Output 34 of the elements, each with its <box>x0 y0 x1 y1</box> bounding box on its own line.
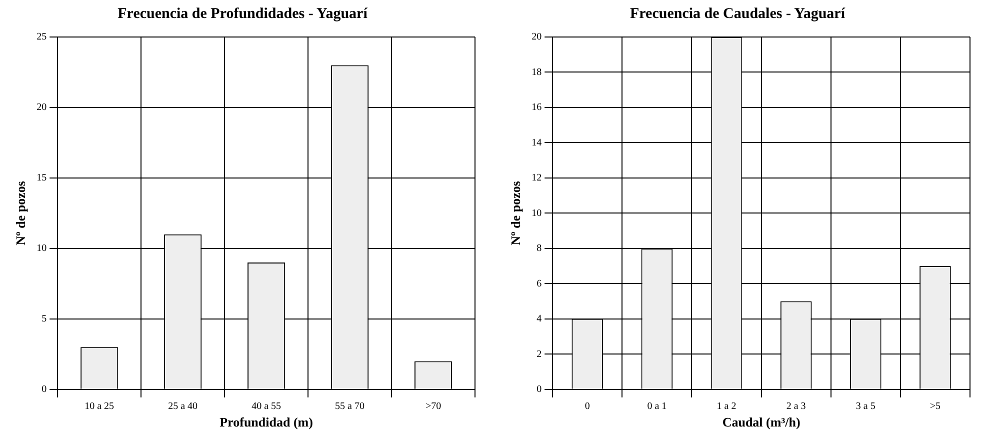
x-tick-label: 1 a 2 <box>716 401 736 412</box>
y-axis-title: Nº de pozos <box>508 181 524 246</box>
x-axis-title: Profundidad (m) <box>220 414 313 430</box>
y-tick-label: 16 <box>532 102 542 114</box>
x-tick-label: 0 <box>584 401 590 412</box>
y-tick-label: 10 <box>532 208 542 219</box>
y-tick-label: 20 <box>532 32 542 43</box>
y-tick-label: 5 <box>42 314 47 325</box>
x-tick-label: 3 a 5 <box>856 401 876 412</box>
y-tick-label: 6 <box>536 278 542 290</box>
y-tick-label: 4 <box>536 314 542 325</box>
y-tick-label: 10 <box>36 243 47 254</box>
y-tick-label: 0 <box>42 384 47 396</box>
x-tick-label: >70 <box>425 401 442 412</box>
y-tick-label: 20 <box>36 102 47 114</box>
x-tick-label: 10 a 25 <box>84 401 114 412</box>
y-tick-label: 15 <box>36 172 47 184</box>
x-axis-title: Caudal (m³/h) <box>722 414 800 430</box>
y-tick-label: 18 <box>532 66 542 78</box>
x-tick-label: 2 a 3 <box>786 401 806 412</box>
x-tick-label: 25 a 40 <box>168 401 198 412</box>
y-tick-label: 14 <box>532 137 542 148</box>
x-tick-label: 40 a 55 <box>252 401 282 412</box>
x-tick-label: >5 <box>930 401 941 412</box>
y-tick-label: 25 <box>36 32 47 43</box>
chart-title: Frecuencia de Caudales - Yaguarí <box>630 6 846 22</box>
y-tick-label: 12 <box>532 172 542 184</box>
y-tick-label: 2 <box>536 348 542 360</box>
y-tick-label: 8 <box>536 243 542 254</box>
y-axis-title: Nº de pozos <box>13 181 28 246</box>
chart-title: Frecuencia de Profundidades - Yaguarí <box>118 6 368 22</box>
y-tick-label: 0 <box>536 384 542 396</box>
x-tick-label: 0 a 1 <box>647 401 667 412</box>
x-tick-label: 55 a 70 <box>335 401 365 412</box>
